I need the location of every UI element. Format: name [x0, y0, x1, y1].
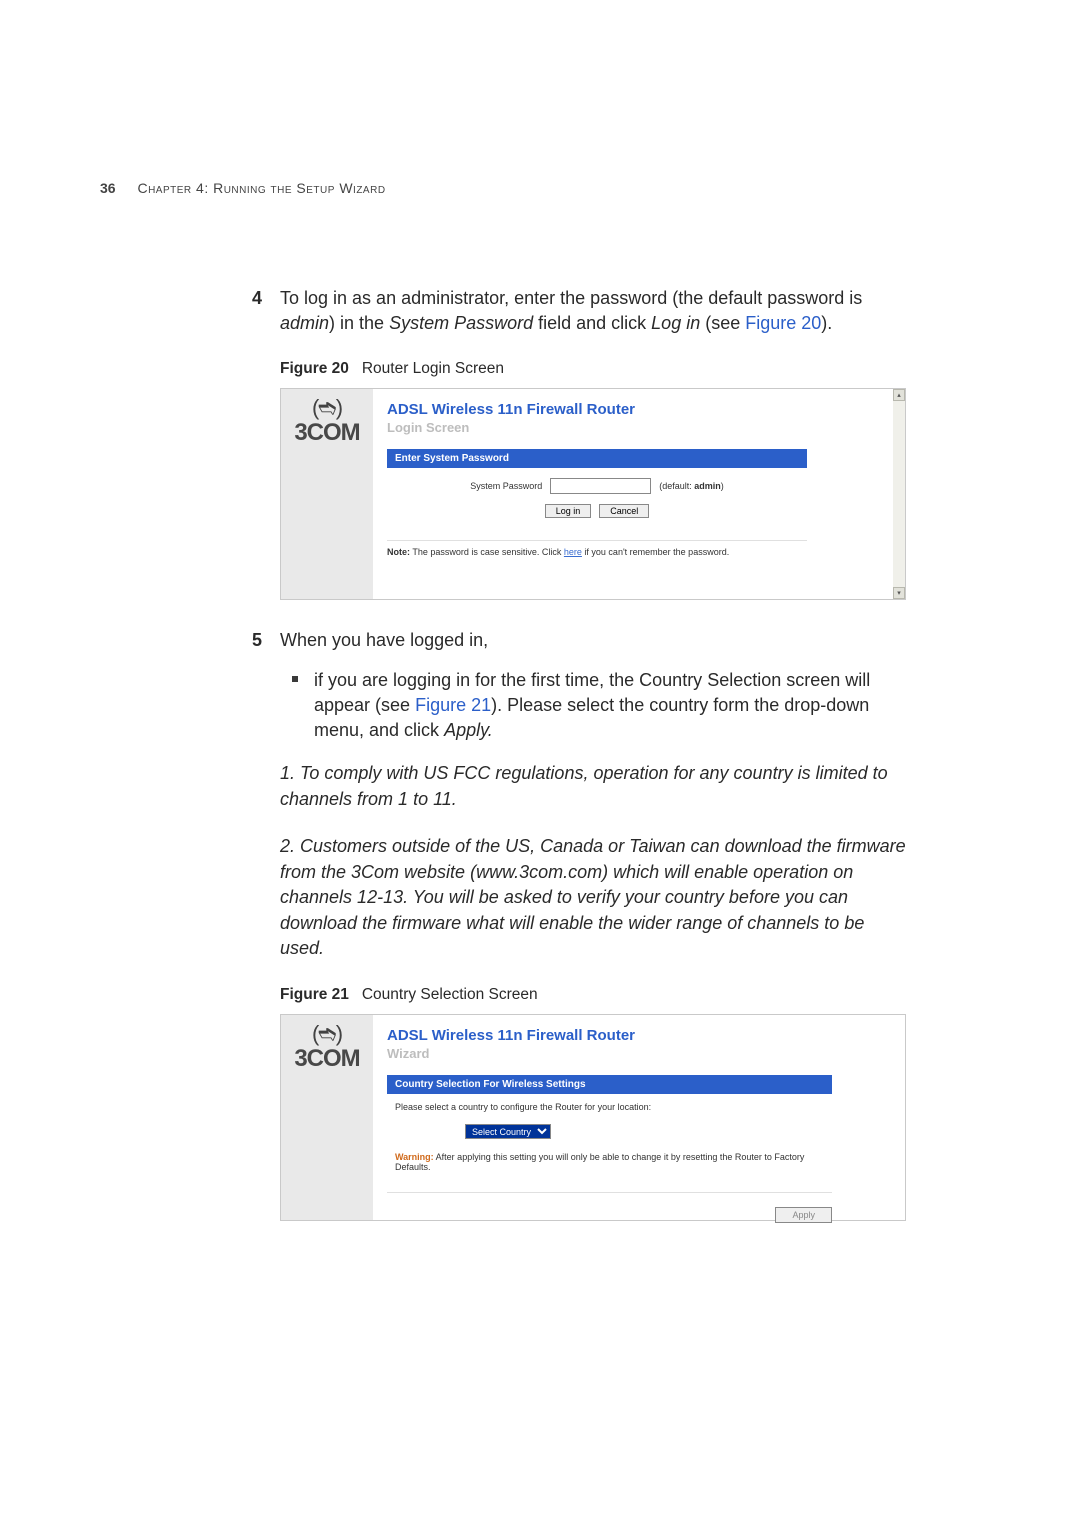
figure-21-label: Figure 21: [280, 986, 349, 1003]
wizard-sub-text: Please select a country to configure the…: [395, 1102, 824, 1112]
login-screenshot-body: ADSL Wireless 11n Firewall Router Login …: [373, 389, 905, 599]
apply-button[interactable]: Apply: [775, 1207, 832, 1223]
page-number: 36: [100, 180, 116, 196]
wizard-warning: Warning: After applying this setting you…: [395, 1152, 824, 1172]
password-row: System Password (default: admin): [395, 478, 799, 494]
login-note-2: if you can't remember the password.: [582, 547, 729, 557]
wizard-subtitle: Wizard: [387, 1046, 891, 1061]
running-header: 36 Chapter 4: Running the Setup Wizard: [100, 180, 980, 196]
logo-text: 3COM: [294, 419, 359, 447]
scroll-down-icon[interactable]: ▾: [893, 587, 905, 599]
note-1-text: To comply with US FCC regulations, opera…: [280, 763, 888, 809]
wizard-screenshot-sidebar: (➬) 3COM: [281, 1015, 373, 1220]
note-item-2: 2. Customers outside of the US, Canada o…: [280, 834, 910, 962]
step-4-login: Log in: [651, 313, 700, 333]
login-panel-body: System Password (default: admin) Log in …: [387, 468, 807, 541]
bullet-block: if you are logging in for the first time…: [314, 668, 910, 744]
step-5-text: When you have logged in,: [280, 630, 488, 650]
step-4-text-1: To log in as an administrator, enter the…: [280, 288, 862, 308]
country-select[interactable]: Select Country: [465, 1124, 551, 1139]
note-2-text: Customers outside of the US, Canada or T…: [280, 836, 906, 958]
scroll-up-icon[interactable]: ▴: [893, 389, 905, 401]
note-2-num: 2.: [280, 836, 300, 856]
login-title: ADSL Wireless 11n Firewall Router: [387, 401, 891, 418]
login-subtitle: Login Screen: [387, 420, 891, 435]
step-4-admin: admin: [280, 313, 329, 333]
step-4-text-4: (see: [700, 313, 745, 333]
figure-21-caption-text: Country Selection Screen: [362, 986, 538, 1003]
step-4-text-2: ) in the: [329, 313, 389, 333]
figure-20-link[interactable]: Figure 20: [745, 313, 821, 333]
login-note: Note: The password is case sensitive. Cl…: [387, 547, 827, 557]
cancel-button[interactable]: Cancel: [599, 504, 649, 518]
scrollbar[interactable]: ▴ ▾: [893, 389, 905, 599]
wizard-panel-body: Please select a country to configure the…: [387, 1094, 832, 1193]
login-note-1: The password is case sensitive. Click: [410, 547, 564, 557]
wizard-screenshot: (➬) 3COM ADSL Wireless 11n Firewall Rout…: [280, 1014, 906, 1221]
password-default: (default: admin): [659, 481, 724, 491]
wizard-screenshot-body: ADSL Wireless 11n Firewall Router Wizard…: [373, 1015, 905, 1220]
bullet-country-selection: if you are logging in for the first time…: [314, 668, 910, 744]
figure-20-label: Figure 20: [280, 360, 349, 377]
login-note-link[interactable]: here: [564, 547, 582, 557]
step-5-number: 5: [252, 628, 262, 653]
figure-20-caption: Figure 20 Router Login Screen: [280, 360, 910, 378]
wizard-panel-header: Country Selection For Wireless Settings: [387, 1075, 832, 1094]
password-default-open: (default:: [659, 481, 694, 491]
figure-21-link[interactable]: Figure 21: [415, 695, 491, 715]
step-4-syspwd: System Password: [389, 313, 533, 333]
bullet-apply: Apply.: [444, 720, 493, 740]
password-label: System Password: [470, 481, 542, 491]
step-4: 4 To log in as an administrator, enter t…: [280, 286, 910, 336]
chapter-title: Chapter 4: Running the Setup Wizard: [137, 180, 385, 196]
note-1-num: 1.: [280, 763, 300, 783]
logo-text: 3COM: [294, 1045, 359, 1073]
wizard-apply-row: Apply: [387, 1207, 832, 1223]
bullet-square-icon: [292, 676, 298, 682]
login-screenshot-sidebar: (➬) 3COM: [281, 389, 373, 599]
note-item-1: 1. To comply with US FCC regulations, op…: [280, 761, 910, 812]
password-default-close: ): [721, 481, 724, 491]
login-button[interactable]: Log in: [545, 504, 592, 518]
step-5: 5 When you have logged in,: [280, 628, 910, 653]
figure-20-caption-text: Router Login Screen: [362, 360, 504, 377]
step-4-text-3: field and click: [533, 313, 651, 333]
password-default-bold: admin: [694, 481, 721, 491]
login-panel-header: Enter System Password: [387, 449, 807, 468]
wizard-warning-bold: Warning:: [395, 1152, 434, 1162]
step-4-number: 4: [252, 286, 262, 311]
login-buttons-row: Log in Cancel: [395, 504, 799, 518]
login-screenshot: (➬) 3COM ADSL Wireless 11n Firewall Rout…: [280, 388, 906, 600]
figure-21-caption: Figure 21 Country Selection Screen: [280, 986, 910, 1004]
wizard-warning-text: After applying this setting you will onl…: [395, 1152, 804, 1172]
wizard-title: ADSL Wireless 11n Firewall Router: [387, 1027, 891, 1044]
logo-swirl-icon: (➬): [312, 1021, 342, 1047]
logo-swirl-icon: (➬): [312, 395, 342, 421]
password-input[interactable]: [550, 478, 651, 494]
login-note-bold: Note:: [387, 547, 410, 557]
step-4-text-5: ).: [821, 313, 832, 333]
